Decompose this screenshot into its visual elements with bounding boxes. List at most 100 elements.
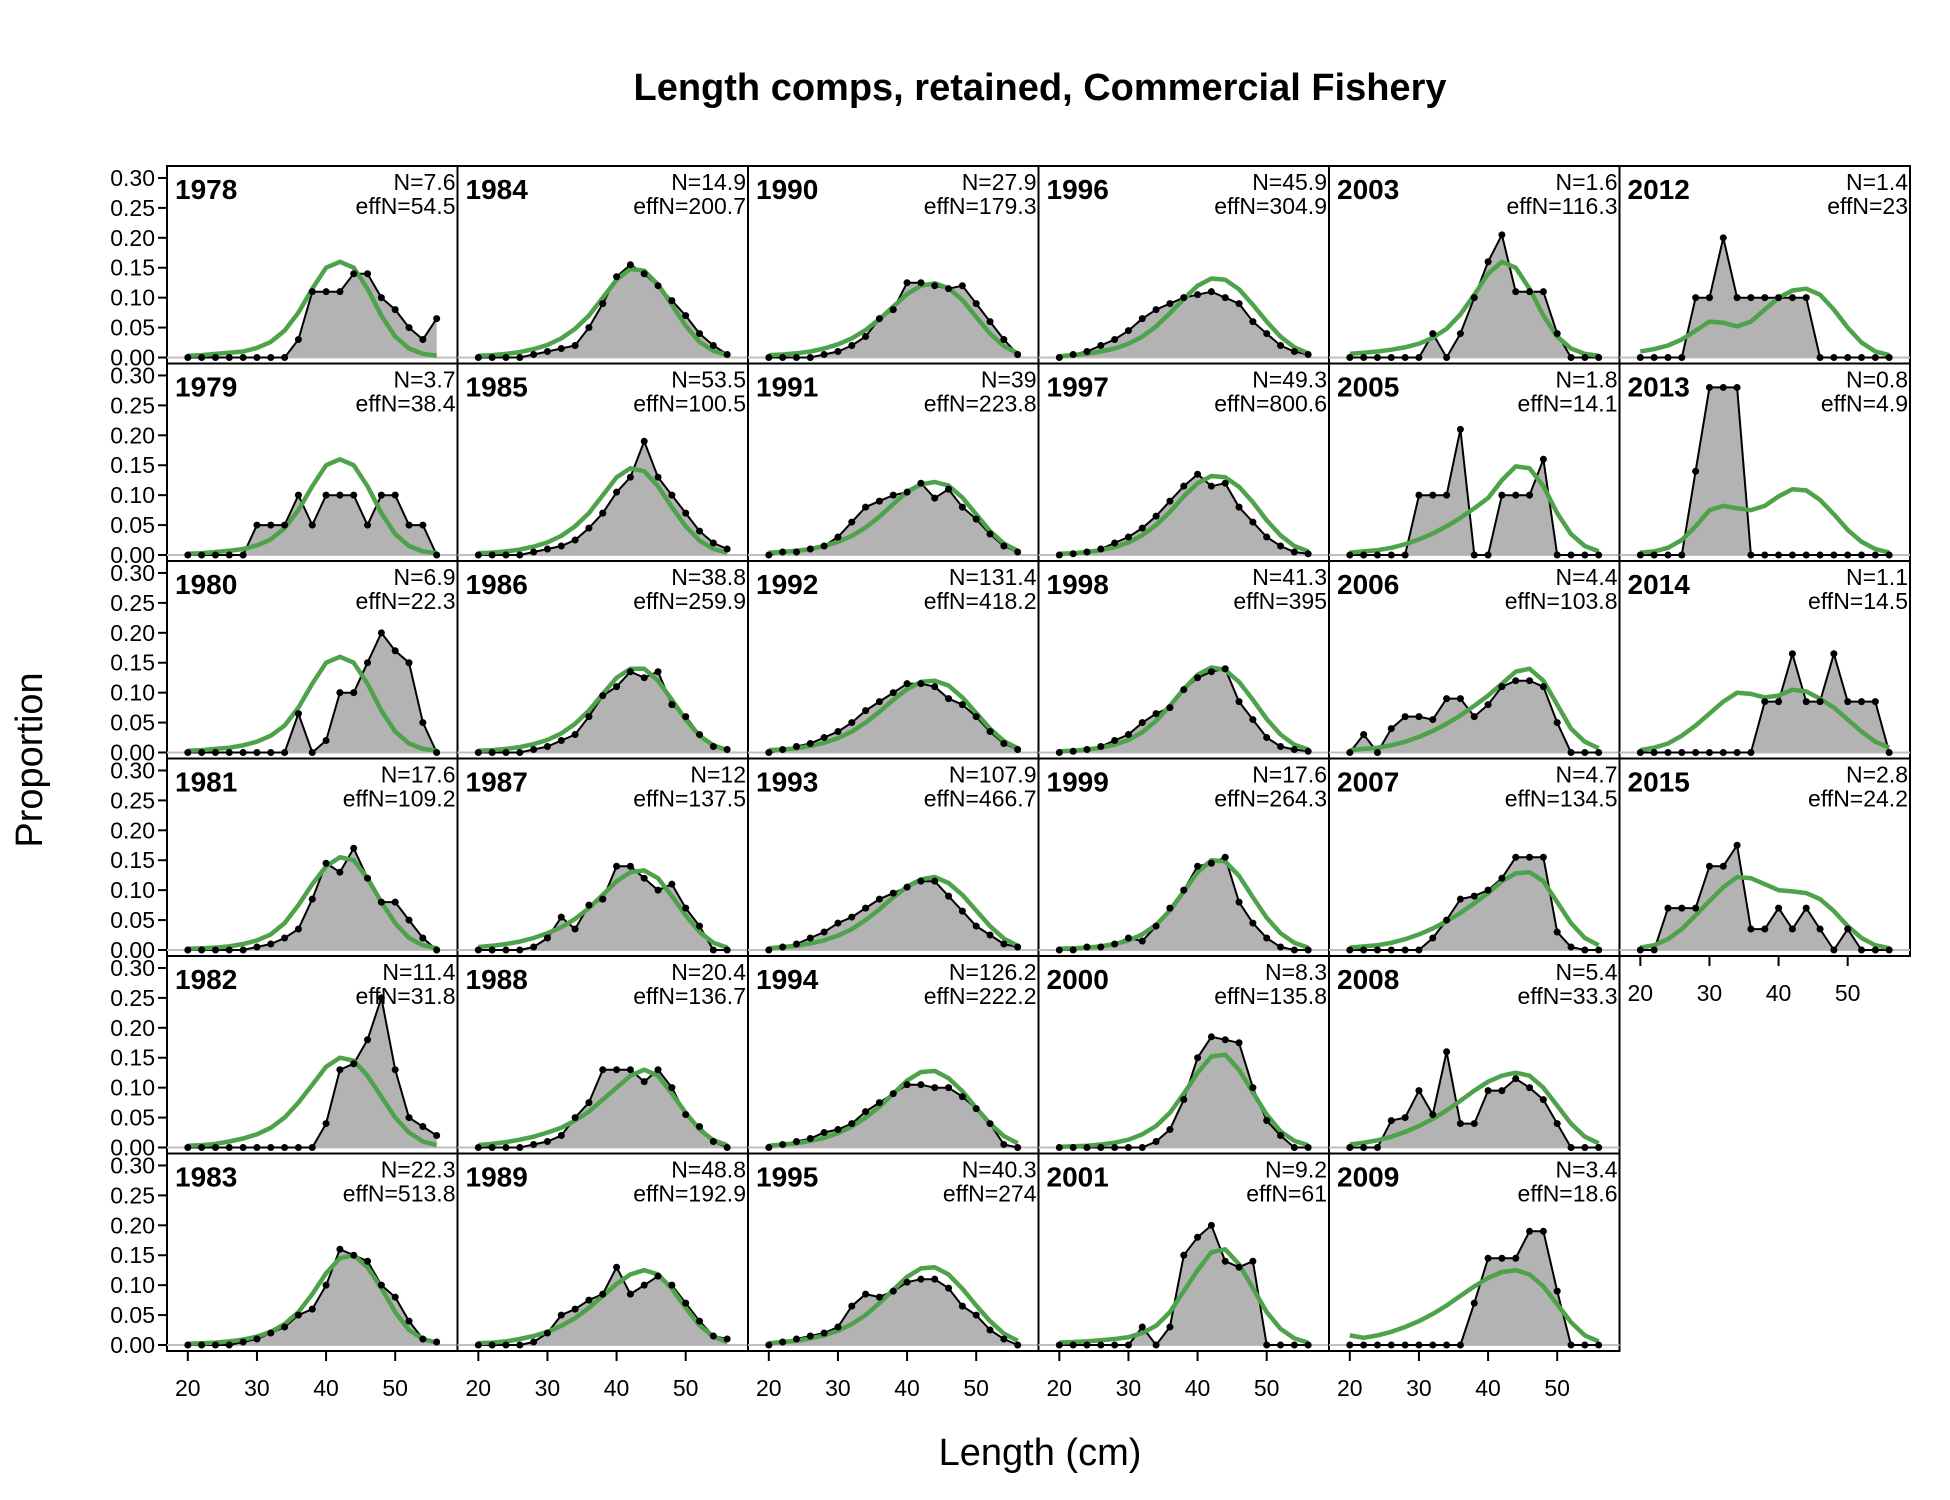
observed-point — [585, 713, 593, 721]
observed-point — [377, 898, 385, 906]
observed-point — [474, 354, 482, 361]
observed-point — [1539, 288, 1547, 296]
observed-point — [1443, 491, 1451, 499]
observed-point — [765, 749, 773, 756]
observed-point — [1221, 479, 1229, 487]
observed-point — [1097, 342, 1105, 350]
y-tick-label: 0.05 — [110, 1302, 155, 1328]
observed-point — [294, 336, 302, 344]
observed-point — [848, 913, 856, 921]
observed-point — [1221, 1036, 1229, 1044]
observed-point — [1705, 862, 1713, 870]
y-tick-label: 0.15 — [110, 1242, 155, 1268]
observed-point — [1263, 533, 1271, 541]
observed-point — [433, 315, 441, 323]
observed-point — [1360, 551, 1368, 559]
observed-point — [1373, 1144, 1381, 1151]
observed-point — [709, 342, 717, 350]
observed-point — [806, 354, 814, 361]
observed-point — [986, 931, 994, 939]
panel-year-label: 1989 — [466, 1162, 528, 1193]
observed-point — [1733, 749, 1741, 756]
observed-point — [377, 1281, 385, 1289]
observed-point — [1733, 841, 1741, 849]
observed-point — [1111, 1341, 1119, 1349]
observed-point — [1664, 551, 1672, 559]
observed-point — [834, 533, 842, 541]
observed-point — [557, 1311, 565, 1319]
observed-point — [1290, 946, 1298, 954]
observed-point — [308, 749, 316, 756]
observed-point — [958, 503, 966, 511]
observed-point — [1664, 904, 1672, 912]
observed-point — [1166, 1126, 1174, 1134]
panel-effn-label: effN=135.8 — [1214, 983, 1327, 1009]
observed-point — [198, 1144, 206, 1151]
x-tick-label: 20 — [1628, 980, 1654, 1006]
observed-point — [1885, 946, 1893, 954]
observed-point — [1277, 342, 1285, 350]
observed-point — [1526, 1227, 1534, 1235]
observed-point — [1761, 698, 1769, 706]
observed-point — [253, 354, 261, 361]
panel-year-label: 2012 — [1628, 174, 1690, 205]
observed-point — [419, 1123, 427, 1131]
x-tick-label: 40 — [604, 1375, 630, 1401]
observed-point — [1553, 1287, 1561, 1295]
observed-point — [668, 880, 676, 888]
observed-point — [1290, 348, 1298, 356]
observed-point — [1830, 354, 1838, 361]
observed-point — [682, 509, 690, 517]
observed-point — [834, 348, 842, 356]
observed-point — [1263, 330, 1271, 338]
observed-point — [1775, 551, 1783, 559]
x-tick-label: 50 — [1544, 1375, 1570, 1401]
observed-point — [1747, 749, 1755, 756]
observed-point — [1705, 294, 1713, 302]
observed-point — [225, 946, 233, 954]
observed-point — [1387, 725, 1395, 733]
x-tick-label: 30 — [1116, 1375, 1142, 1401]
y-tick-label: 0.20 — [110, 422, 155, 448]
y-tick-label: 0.30 — [110, 560, 155, 586]
observed-point — [184, 1341, 192, 1349]
observed-point — [1000, 336, 1008, 344]
observed-point — [1152, 710, 1160, 718]
y-tick-label: 0.05 — [110, 512, 155, 538]
observed-point — [1194, 862, 1202, 870]
observed-point — [1097, 743, 1105, 751]
observed-point — [1304, 351, 1312, 359]
observed-area — [768, 483, 1018, 555]
observed-point — [1083, 1144, 1091, 1151]
observed-point — [1124, 327, 1132, 335]
observed-point — [903, 488, 911, 496]
observed-point — [1775, 294, 1783, 302]
observed-area — [1059, 474, 1309, 555]
observed-point — [1138, 524, 1146, 532]
observed-point — [1097, 943, 1105, 951]
observed-point — [1650, 551, 1658, 559]
observed-point — [1595, 551, 1603, 559]
observed-point — [903, 883, 911, 891]
y-tick-label: 0.00 — [110, 937, 155, 963]
y-tick-label: 0.05 — [110, 1105, 155, 1131]
expected-line — [187, 654, 437, 753]
observed-point — [1207, 859, 1215, 867]
x-tick-label: 40 — [894, 1375, 920, 1401]
observed-point — [1747, 294, 1755, 302]
panel-year-label: 1978 — [175, 174, 237, 205]
observed-point — [1650, 354, 1658, 361]
observed-point — [1595, 749, 1603, 756]
panel-n-label: N=38.8 — [671, 564, 746, 590]
y-tick-label: 0.25 — [110, 195, 155, 221]
observed-point — [1761, 551, 1769, 559]
y-tick-label: 0.15 — [110, 1045, 155, 1071]
observed-point — [654, 668, 662, 676]
panel-year-label: 2007 — [1337, 767, 1399, 798]
observed-point — [972, 515, 980, 523]
observed-point — [958, 907, 966, 915]
observed-point — [405, 916, 413, 924]
